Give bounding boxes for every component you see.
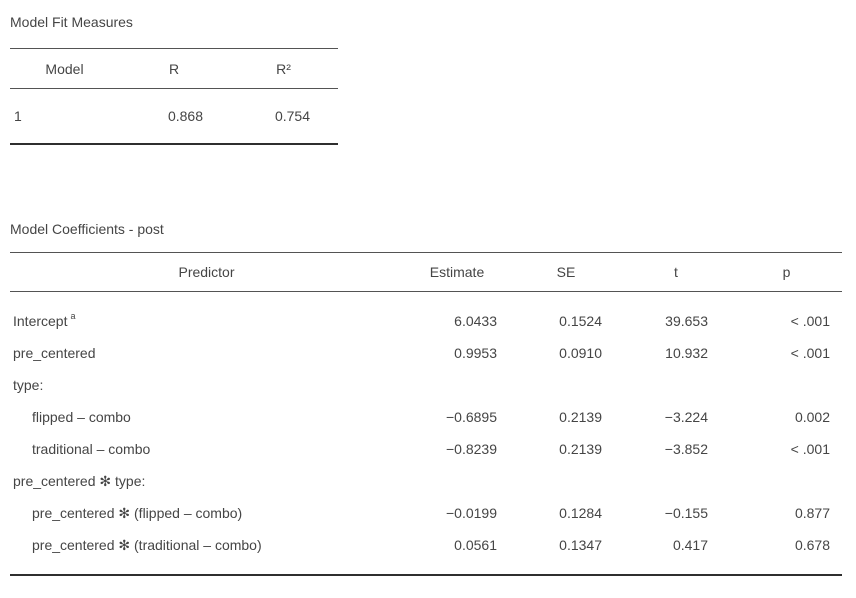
predictor-cell: pre_centered ✻ (traditional – combo) [32,536,262,553]
table-row: pre_centered ✻ (traditional – combo) 0.0… [10,529,842,561]
column-header-r: R [168,60,180,77]
table-row: pre_centered ✻ (flipped – combo) −0.0199… [10,497,842,529]
model-number-cell: 1 [14,108,22,124]
p-cell: 0.877 [794,505,830,521]
table-row: type: [10,369,842,401]
t-cell: −3.852 [664,441,708,457]
column-header-t: t [674,264,678,280]
p-cell: < .001 [790,441,830,457]
p-cell: 0.002 [794,409,830,425]
t-cell: 0.417 [672,537,708,553]
coefficients-header-row: Predictor Estimate SE t p [10,253,842,292]
r-value-cell: 0.868 [167,108,203,124]
model-coefficients-title: Model Coefficients - post [10,221,164,237]
predictor-cell: pre_centered [13,345,96,361]
predictor-cell: Intercept a [10,313,403,329]
t-cell: 39.653 [665,313,708,329]
estimate-cell: −0.8239 [446,441,497,457]
column-header-se: SE [556,264,576,280]
results-report: Model Fit Measures Model R R² 1 0.868 0.… [10,12,856,576]
se-cell: 0.2139 [559,441,602,457]
p-cell: < .001 [790,345,830,361]
p-cell: 0.678 [794,537,830,553]
se-cell: 0.2139 [559,409,602,425]
t-cell: −3.224 [664,409,708,425]
model-fit-table: Model R R² 1 0.868 0.754 [10,48,338,145]
column-header-estimate: Estimate [429,264,485,280]
column-header-model: Model [45,60,84,77]
table-row: pre_centered ✻ type: [10,465,842,497]
table-row: pre_centered 0.9953 0.0910 10.932 < .001 [10,337,842,369]
se-cell: 0.1284 [559,505,602,521]
predictor-label: Intercept [13,313,68,329]
model-fit-header-row: Model R R² [10,49,338,89]
footnote-marker: a [70,313,76,321]
t-cell: −0.155 [664,505,708,521]
predictor-cell: traditional – combo [32,441,151,457]
model-coefficients-table: Predictor Estimate SE t p Intercept a 6.0… [10,252,842,576]
se-cell: 0.0910 [559,345,602,361]
model-fit-title: Model Fit Measures [10,14,133,30]
p-cell: < .001 [790,313,830,329]
predictor-cell: pre_centered ✻ (flipped – combo) [32,504,243,521]
model-coefficients-section: Model Coefficients - post Predictor Esti… [10,219,856,576]
column-header-p: p [782,264,791,280]
coefficients-body: Intercept a 6.0433 0.1524 39.653 < .001 p… [10,292,842,574]
predictor-cell: flipped – combo [32,409,131,425]
r2-value-cell: 0.754 [274,108,310,124]
table-row: flipped – combo −0.6895 0.2139 −3.224 0.… [10,401,842,433]
estimate-cell: 6.0433 [454,313,497,329]
se-cell: 0.1524 [559,313,602,329]
table-row: Intercept a 6.0433 0.1524 39.653 < .001 [10,305,842,337]
model-fit-data-row: 1 0.868 0.754 [10,89,338,143]
se-cell: 0.1347 [559,537,602,553]
column-header-r2: R² [276,60,291,77]
estimate-cell: −0.6895 [446,409,497,425]
predictor-group-cell: pre_centered ✻ type: [13,472,146,489]
estimate-cell: −0.0199 [446,505,497,521]
model-fit-section: Model Fit Measures Model R R² 1 0.868 0.… [10,12,856,145]
t-cell: 10.932 [665,345,708,361]
column-header-predictor: Predictor [178,264,235,280]
predictor-group-cell: type: [13,377,44,393]
estimate-cell: 0.0561 [454,537,497,553]
estimate-cell: 0.9953 [454,345,497,361]
table-row: traditional – combo −0.8239 0.2139 −3.85… [10,433,842,465]
